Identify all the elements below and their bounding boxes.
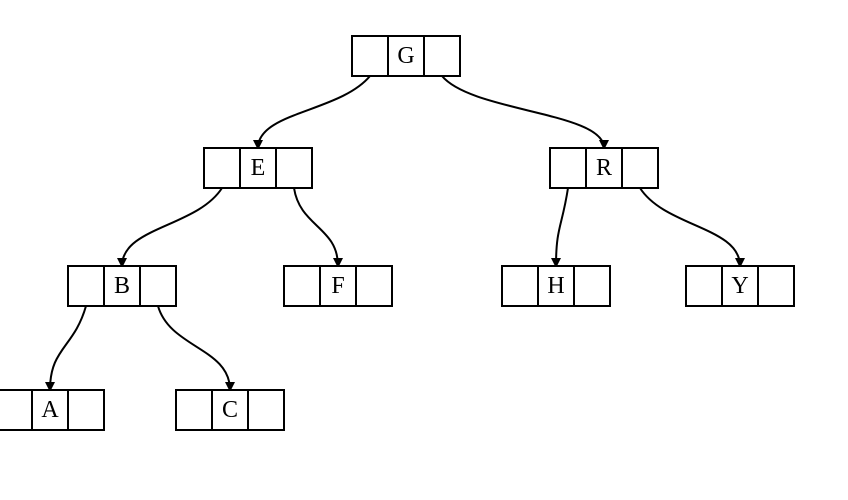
right-pointer-cell bbox=[574, 266, 610, 306]
tree-node: E bbox=[204, 148, 312, 188]
left-pointer-cell bbox=[204, 148, 240, 188]
tree-node: F bbox=[284, 266, 392, 306]
tree-node: G bbox=[352, 36, 460, 76]
left-pointer-cell bbox=[0, 390, 32, 430]
tree-node: A bbox=[0, 390, 104, 430]
node-label: Y bbox=[731, 273, 748, 299]
right-pointer-cell bbox=[356, 266, 392, 306]
left-pointer-cell bbox=[686, 266, 722, 306]
tree-node: H bbox=[502, 266, 610, 306]
right-pointer-cell bbox=[758, 266, 794, 306]
right-pointer-cell bbox=[248, 390, 284, 430]
edge-B-A bbox=[50, 306, 86, 390]
edge-G-R bbox=[442, 76, 604, 148]
node-label: B bbox=[114, 273, 130, 299]
edge-R-Y bbox=[640, 188, 740, 266]
node-label: E bbox=[251, 155, 266, 181]
left-pointer-cell bbox=[284, 266, 320, 306]
node-label: R bbox=[596, 155, 612, 181]
right-pointer-cell bbox=[622, 148, 658, 188]
edge-R-H bbox=[556, 188, 568, 266]
edge-E-F bbox=[294, 188, 338, 266]
node-label: G bbox=[397, 43, 414, 69]
right-pointer-cell bbox=[276, 148, 312, 188]
left-pointer-cell bbox=[550, 148, 586, 188]
nodes-layer: G E R B F H Y A C bbox=[0, 36, 794, 430]
tree-node: C bbox=[176, 390, 284, 430]
left-pointer-cell bbox=[68, 266, 104, 306]
tree-node: Y bbox=[686, 266, 794, 306]
tree-node: B bbox=[68, 266, 176, 306]
node-label: H bbox=[547, 273, 564, 299]
left-pointer-cell bbox=[502, 266, 538, 306]
binary-tree-diagram: G E R B F H Y A C bbox=[0, 0, 848, 500]
right-pointer-cell bbox=[140, 266, 176, 306]
node-label: F bbox=[331, 273, 344, 299]
edges-layer bbox=[50, 76, 740, 390]
node-label: C bbox=[222, 397, 238, 423]
edge-G-E bbox=[258, 76, 370, 148]
left-pointer-cell bbox=[352, 36, 388, 76]
tree-node: R bbox=[550, 148, 658, 188]
node-label: A bbox=[41, 397, 59, 423]
left-pointer-cell bbox=[176, 390, 212, 430]
right-pointer-cell bbox=[68, 390, 104, 430]
edge-B-C bbox=[158, 306, 230, 390]
right-pointer-cell bbox=[424, 36, 460, 76]
edge-E-B bbox=[122, 188, 222, 266]
